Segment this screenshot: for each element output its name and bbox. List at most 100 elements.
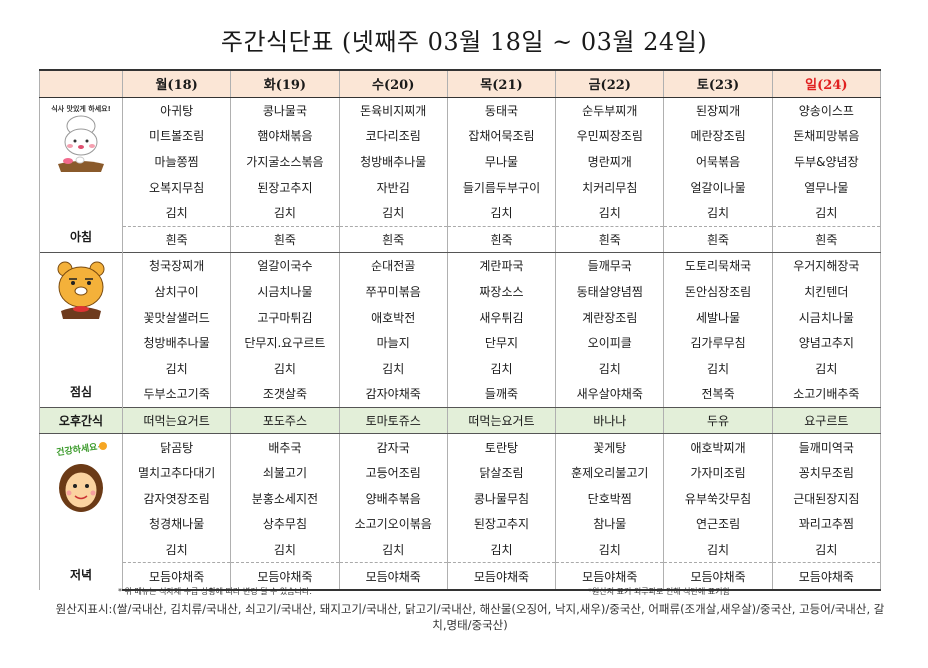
- menu-item: 꽁치무조림: [771, 459, 882, 486]
- dinner-menu-row: 건강하세요~ 저녁 닭곰탕 배추국 감자국 토란탕 꽃게탕 애호박찌개 들깨미역국: [39, 433, 882, 590]
- menu-item: 감자야채죽: [338, 381, 448, 408]
- menu-item: 삼치구이: [121, 278, 232, 305]
- menu-item: 닭곰탕: [121, 433, 232, 460]
- lunch-menu-row: 청방배추나물 단무지.요구르트 마늘지 단무지 오이피클 김가루무침 양념고추지: [40, 329, 882, 356]
- menu-item: 된장고추지: [446, 511, 557, 537]
- breakfast-menu-row: 흰죽 흰죽 흰죽 흰죽 흰죽 흰죽 흰죽: [40, 225, 882, 254]
- dinner-menu-row: 감자엿장조림 분홍소세지전 양배추볶음 콩나물무침 단호박찜 유부쑥갓무침 근대된장지짐: [40, 485, 882, 512]
- menu-item: 흰죽: [663, 225, 773, 254]
- menu-item: 세발나물: [663, 304, 773, 330]
- dinner-menu-row: 김치 김치 김치 김치 김치 김치 김치: [40, 536, 882, 563]
- menu-item: 조갯살죽: [230, 381, 340, 408]
- day-header: 토(23): [663, 68, 773, 98]
- day-header: 월(18): [121, 68, 232, 98]
- menu-item: 새우살야채죽: [555, 381, 665, 408]
- menu-item: 오복지무침: [121, 174, 232, 200]
- menu-item: 계란파국: [446, 252, 557, 279]
- menu-item: 김치: [446, 199, 557, 227]
- menu-item: 양송이스프: [771, 96, 882, 124]
- menu-item: 두부&양념장: [771, 148, 882, 175]
- menu-item: 얼갈이국수: [230, 252, 340, 279]
- breakfast-section: 식사 맛있게 하세요! 아침 아귀탕 콩나물국 돈육비지찌개 동태국 순두부찌개 된장찌개 양송…: [39, 96, 882, 254]
- snack-item: 바나나: [555, 406, 665, 435]
- change-notice: * 위 메뉴는 식자재 수급 상황에 따라 변경 될 수 있습니다.: [118, 587, 312, 596]
- menu-item: 돈육비지찌개: [338, 96, 448, 124]
- menu-item: 김치: [663, 355, 773, 382]
- menu-item: 꽈리고추찜: [771, 511, 882, 537]
- snack-item: 떠먹는요거트: [121, 406, 232, 435]
- lunch-section: 점심 청국장찌개 얼갈이국수 순대전골 계란파국 들깨무국 도토리묵채국 우거지해장국 삼치구이…: [39, 252, 882, 408]
- menu-item: 소고기배추죽: [771, 381, 882, 408]
- menu-item: 양념고추지: [771, 329, 882, 356]
- menu-item: 흰죽: [771, 225, 882, 254]
- menu-item: 김치: [230, 355, 340, 382]
- menu-item: 김치: [771, 536, 882, 563]
- breakfast-menu-row: 마늘쫑찜 가지굴소스볶음 청방배추나물 무나물 명란찌개 어묵볶음 두부&양념장: [40, 148, 882, 175]
- menu-item: 김가루무침: [663, 329, 773, 356]
- menu-item: 양배추볶음: [338, 485, 448, 512]
- chef-mascot-icon: 식사 맛있게 하세요!: [51, 104, 111, 172]
- menu-item: 돈채피망볶음: [771, 123, 882, 149]
- lunch-label-cell: 점심: [39, 252, 123, 408]
- menu-item: 훈제오리불고기: [555, 459, 665, 486]
- menu-item: 우거지해장국: [771, 252, 882, 279]
- menu-item: 짜장소스: [446, 278, 557, 305]
- menu-item: 무나물: [446, 148, 557, 175]
- menu-item: 멸치고추다대기: [121, 459, 232, 486]
- dinner-section: 건강하세요~ 저녁 닭곰탕 배추국 감자국 토란탕 꽃게탕 애호박찌개 들깨미역국 멸치고추다대기…: [39, 433, 882, 591]
- menu-item: 어묵볶음: [663, 148, 773, 175]
- origin-notice: *원산지 표기 외루파로 인해 식단에 표기함: [588, 587, 730, 596]
- menu-item: 단호박찜: [555, 485, 665, 512]
- menu-item: 계란장조림: [555, 304, 665, 330]
- menu-item: 흰죽: [338, 225, 448, 254]
- menu-item: 콩나물국: [230, 96, 340, 124]
- menu-item: 꽃게탕: [555, 433, 665, 460]
- menu-item: 햄야채볶음: [230, 123, 340, 149]
- lunch-menu-row: 두부소고기죽 조갯살죽 감자야채죽 들깨죽 새우살야채죽 전복죽 소고기배추죽: [40, 381, 882, 408]
- menu-item: 청방배추나물: [338, 148, 448, 175]
- corner-cell: [39, 68, 123, 98]
- menu-item: 소고기오이볶음: [338, 511, 448, 537]
- menu-item: 모듬야채죽: [121, 562, 232, 591]
- menu-item: 쭈꾸미볶음: [338, 278, 448, 305]
- menu-item: 치킨텐더: [771, 278, 882, 305]
- menu-item: 쇠불고기: [230, 459, 340, 486]
- menu-item: 고등어조림: [338, 459, 448, 486]
- menu-item: 모듬야채죽: [230, 562, 340, 591]
- menu-item: 김치: [338, 199, 448, 227]
- menu-item: 청국장찌개: [121, 252, 232, 279]
- page-title: 주간식단표 (넷째주 03월 18일 ~ 03월 24일): [220, 28, 708, 56]
- menu-item: 마늘지: [338, 329, 448, 356]
- menu-item: 아귀탕: [121, 96, 232, 124]
- menu-item: 애호박전: [338, 304, 448, 330]
- snack-row: 오후간식 떠먹는요거트 포도주스 토마토쥬스 떠먹는요거트 바나나 두유 요구르트: [39, 406, 882, 435]
- menu-item: 시금치나물: [230, 278, 340, 305]
- menu-item: 가지굴소스볶음: [230, 148, 340, 175]
- menu-item: 얼갈이나물: [663, 174, 773, 200]
- menu-item: 참나물: [555, 511, 665, 537]
- menu-item: 애호박찌개: [663, 433, 773, 460]
- day-header-sunday: 일(24): [771, 68, 882, 98]
- menu-item: 닭살조림: [446, 459, 557, 486]
- snack-section: 오후간식 떠먹는요거트 포도주스 토마토쥬스 떠먹는요거트 바나나 두유 요구르트: [39, 406, 882, 435]
- snack-item: 포도주스: [230, 406, 340, 435]
- menu-item: 돈안심장조림: [663, 278, 773, 305]
- menu-item: 동태살양념찜: [555, 278, 665, 305]
- day-header-row: 월(18) 화(19) 수(20) 목(21) 금(22) 토(23) 일(24…: [39, 68, 882, 98]
- menu-item: 유부쑥갓무침: [663, 485, 773, 512]
- menu-item: 김치: [338, 355, 448, 382]
- dinner-menu-row: 청경채나물 상추무침 소고기오이볶음 된장고추지 참나물 연근조림 꽈리고추찜: [40, 511, 882, 537]
- menu-item: 근대된장지짐: [771, 485, 882, 512]
- snack-item: 떠먹는요거트: [446, 406, 557, 435]
- menu-item: 김치: [230, 199, 340, 227]
- menu-item: 들깨미역국: [771, 433, 882, 460]
- menu-item: 김치: [771, 355, 882, 382]
- menu-item: 미트볼조림: [121, 123, 232, 149]
- illustration-caption: 건강하세요~: [56, 440, 106, 459]
- dinner-menu-row: 모듬야채죽 모듬야채죽 모듬야채죽 모듬야채죽 모듬야채죽 모듬야채죽 모듬야채죽: [40, 562, 882, 591]
- meal-label: 아침: [69, 230, 93, 245]
- menu-item: 상추무침: [230, 511, 340, 537]
- menu-item: 배추국: [230, 433, 340, 460]
- menu-item: 김치: [446, 536, 557, 563]
- menu-item: 콩나물무침: [446, 485, 557, 512]
